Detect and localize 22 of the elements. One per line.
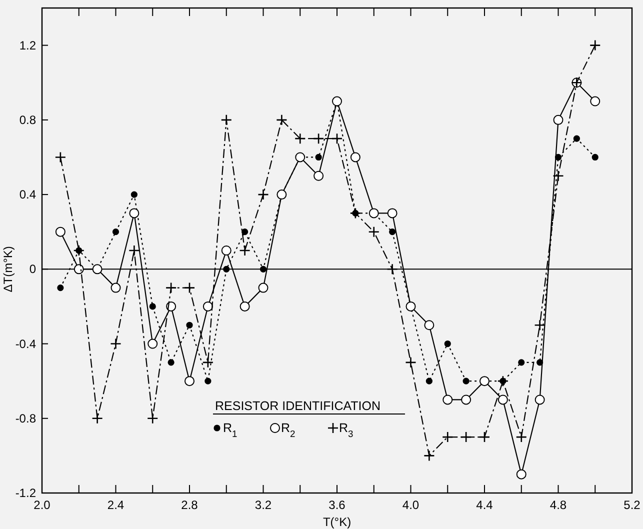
x-tick-label: 2.4 (107, 498, 124, 512)
y-tick-label: -0.8 (15, 411, 36, 426)
y-tick-label: -1.2 (15, 486, 36, 500)
x-tick-label: 4.8 (550, 498, 567, 512)
y-tick-label: -0.4 (15, 336, 36, 351)
y-tick-label: 1.2 (19, 38, 36, 52)
legend-label: R$_{1}$ (223, 421, 238, 439)
y-tick-label: 0 (29, 262, 36, 276)
x-tick-label: 5.2 (624, 498, 641, 512)
y-axis-title: ΔT(m°K) (1, 246, 15, 292)
x-tick-label: 4.4 (476, 498, 494, 512)
legend-label: R$_{3}$ (339, 421, 354, 439)
x-tick-label: 3.6 (328, 498, 346, 512)
x-axis-title: T(°K) (322, 515, 352, 529)
legend-label: R$_{2}$ (281, 421, 296, 439)
legend-title: RESISTOR IDENTIFICATION (215, 399, 381, 413)
y-tick-label: 0.4 (19, 188, 36, 202)
y-tick-label: 0.8 (19, 112, 36, 127)
x-tick-label: 2.0 (34, 498, 51, 512)
x-tick-label: 3.2 (254, 498, 272, 512)
x-tick-label: 2.8 (181, 498, 198, 512)
x-tick-label: 4.0 (402, 498, 420, 512)
